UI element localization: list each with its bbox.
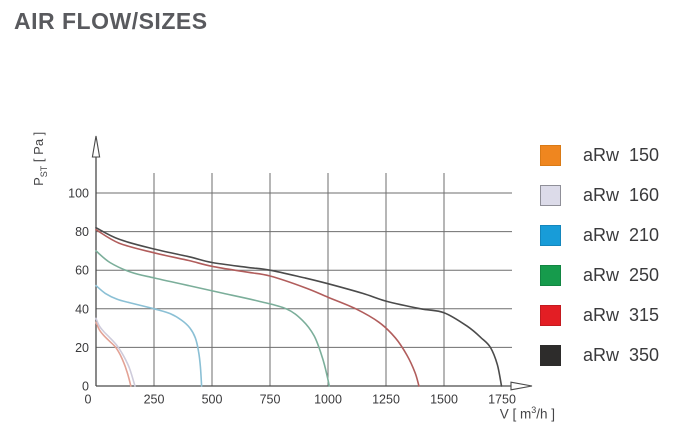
- legend-swatch-arw-350: [540, 344, 561, 366]
- legend-item-arw-150: aRw 150: [540, 144, 659, 166]
- legend-label-arw-250: aRw 250: [583, 264, 660, 285]
- y-tick-label-0: 0: [82, 380, 89, 394]
- legend-swatch-arw-210: [540, 224, 561, 246]
- curve-arw-250: [95, 250, 330, 387]
- legend-swatch-arw-250: [540, 264, 561, 286]
- x-axis-label: V [ m3/h ]: [499, 405, 555, 422]
- legend-item-arw-160: aRw 160: [540, 184, 659, 206]
- legend-item-arw-350: aRw 350: [540, 344, 659, 366]
- y-tick-label-100: 100: [68, 187, 89, 201]
- legend-item-arw-315: aRw 315: [540, 304, 659, 326]
- x-tick-label-500: 500: [202, 393, 223, 407]
- legend-label-arw-150: aRw 150: [583, 144, 660, 165]
- y-tick-label-60: 60: [75, 264, 89, 278]
- x-axis-arrow-icon: [510, 381, 533, 391]
- curve-arw-210: [95, 284, 203, 387]
- legend-label-arw-350: aRw 350: [583, 344, 660, 365]
- y-tick-label-20: 20: [75, 341, 89, 355]
- y-tick-label-40: 40: [75, 302, 89, 316]
- legend-label-arw-160: aRw 160: [583, 184, 660, 205]
- curve-arw-315: [95, 228, 420, 387]
- x-tick-label-750: 750: [260, 393, 281, 407]
- curve-arw-350: [95, 226, 503, 387]
- x-tick-label-0: 0: [85, 393, 92, 407]
- x-tick-label-1250: 1250: [372, 393, 400, 407]
- x-tick-label-1000: 1000: [314, 393, 342, 407]
- page-title: AIR FLOW/SIZES: [14, 8, 208, 34]
- legend-swatch-arw-150: [540, 144, 561, 166]
- legend-item-arw-250: aRw 250: [540, 264, 659, 286]
- curve-arw-150: [95, 321, 132, 387]
- legend-item-arw-210: aRw 210: [540, 224, 659, 246]
- legend-label-arw-315: aRw 315: [583, 304, 660, 325]
- legend-label-arw-210: aRw 210: [583, 224, 660, 245]
- y-tick-label-80: 80: [75, 225, 89, 239]
- y-axis-label: PST [ Pa ]: [31, 131, 49, 186]
- legend-swatch-arw-160: [540, 184, 561, 206]
- chart-legend: aRw 150 aRw 160 aRw 210 aRw 250 aRw 315 aRw 3…: [540, 144, 659, 384]
- y-axis-arrow-icon: [91, 135, 101, 158]
- x-tick-label-1500: 1500: [430, 393, 458, 407]
- x-tick-label-1750: 1750: [488, 393, 516, 407]
- curve-arw-160: [95, 317, 136, 387]
- x-tick-label-250: 250: [144, 393, 165, 407]
- legend-swatch-arw-315: [540, 304, 561, 326]
